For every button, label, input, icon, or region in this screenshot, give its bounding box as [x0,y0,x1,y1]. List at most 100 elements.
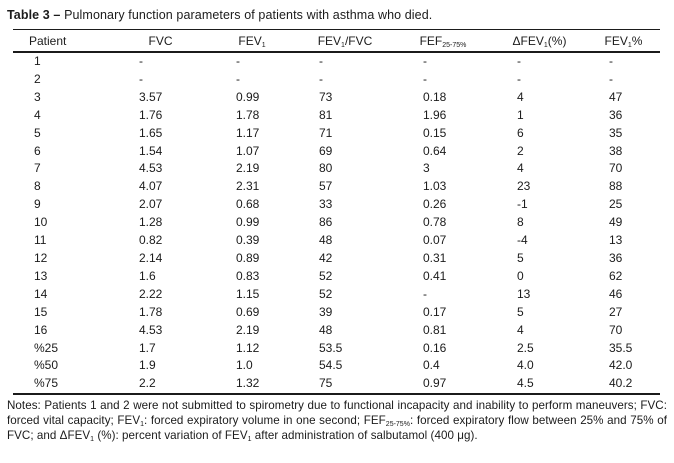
table-title-label: Table 3 – [7,8,61,22]
table-cell: 12 [34,250,48,265]
table-cell: 0.17 [423,304,447,319]
table-cell: - [609,71,613,86]
table-cell: 33 [319,197,333,212]
table-cell: 86 [319,215,333,230]
table-cell: 42 [319,250,333,265]
column-header-delta-fev1: ΔFEV1(%) [492,29,587,53]
table-cell: %50 [34,358,59,373]
table-cell: 13 [609,233,623,248]
column-header-fef25-75: FEF25-75% [394,29,492,53]
table-cell: 88 [609,179,623,194]
table-cell: 1.0 [236,358,253,373]
table-cell: 46 [609,286,623,301]
table-cell: 0.07 [423,233,447,248]
table-cell: 4 [517,322,524,337]
table-cell: %75 [34,376,59,391]
table-cell: 25 [609,197,623,212]
table-cell: 1.7 [139,340,156,355]
table-row: 9 2.07 0.68 33 0.26 -1 25 [13,196,660,214]
table-cell: 1.76 [139,107,163,122]
table-cell: 0.18 [423,89,447,104]
table-cell: 2.14 [139,250,163,265]
table-cell: 1.78 [139,304,163,319]
table-container: Patient FVC FEV1 FEV1/FVC FEF25-75% ΔFEV… [13,29,661,396]
table-cell: 8 [517,215,524,230]
table-row: 14 2.22 1.15 52 - 13 46 [13,286,660,304]
table-cell: 70 [609,161,623,176]
table-cell: - [609,54,613,68]
table-cell: 15 [34,304,48,319]
table-cell: 49 [609,215,623,230]
table-cell: 40.2 [609,376,633,391]
column-header-patient: Patient [13,29,113,53]
table-cell: 4.53 [139,322,163,337]
table-cell: 52 [319,286,333,301]
table-row: %50 1.9 1.0 54.5 0.4 4.0 42.0 [13,357,660,375]
column-header-fev1-fvc: FEV1/FVC [296,29,394,53]
table-cell: 8 [34,179,41,194]
table-cell: 38 [609,143,623,158]
table-cell: - [236,71,240,86]
table-cell: 62 [609,268,623,283]
table-cell: 1.07 [236,143,260,158]
table-cell: 73 [319,89,333,104]
table-cell: - [423,54,427,68]
table-cell: 57 [319,179,333,194]
column-header-fev1-percent: FEV1% [587,29,660,53]
table-cell: 11 [34,233,47,248]
table-cell: 0.26 [423,197,447,212]
table-row: %75 2.2 1.32 75 0.97 4.5 40.2 [13,375,660,394]
table-row: 12 2.14 0.89 42 0.31 5 36 [13,250,660,268]
table-cell: 1.54 [139,143,163,158]
table-title: Table 3 – Pulmonary function parameters … [7,7,668,23]
table-cell: 80 [319,161,333,176]
table-cell: 4.07 [139,179,163,194]
table-cell: 6 [34,143,41,158]
table-cell: 1.12 [236,340,260,355]
table-cell: 1.6 [139,268,156,283]
table-notes: Notes: Patients 1 and 2 were not submitt… [7,399,667,444]
table-cell: 52 [319,268,333,283]
table-row: 2 - - - - - - [13,71,660,89]
table-cell: 4 [517,161,524,176]
table-cell: -4 [517,233,528,248]
table-cell: 27 [609,304,623,319]
table-cell: 2.31 [236,179,260,194]
table-cell: 36 [609,250,623,265]
table-cell: 0.81 [423,322,447,337]
table-cell: - [517,54,521,68]
table-cell: 1.96 [423,107,447,122]
table-cell: %25 [34,340,59,355]
table-cell: - [423,71,427,86]
table-cell: 48 [319,322,333,337]
table-cell: 39 [319,304,333,319]
table-cell: 0.39 [236,233,260,248]
table-cell: 10 [34,215,48,230]
table-row: 3 3.57 0.99 73 0.18 4 47 [13,89,660,107]
table-cell: 16 [34,322,48,337]
table-row: 13 1.6 0.83 52 0.41 0 62 [13,268,660,286]
table-cell: 1.15 [236,286,260,301]
table-cell: 4 [517,89,524,104]
table-cell: 2.5 [517,340,534,355]
table-cell: 1.03 [423,179,447,194]
table-cell: 13 [34,268,48,283]
table-cell: - [423,286,427,301]
table-cell: 0 [517,268,524,283]
table-cell: 35 [609,125,623,140]
table-cell: 5 [517,304,524,319]
table-header-row: Patient FVC FEV1 FEV1/FVC FEF25-75% ΔFEV… [13,29,660,53]
table-cell: 1.9 [139,358,156,373]
table-cell: 23 [517,179,531,194]
table-cell: 0.83 [236,268,260,283]
table-cell: 1.78 [236,107,260,122]
table-cell: 1.28 [139,215,163,230]
table-cell: - [319,71,323,86]
table-cell: 0.69 [236,304,260,319]
table-cell: 53.5 [319,340,343,355]
table-cell: 0.99 [236,215,260,230]
table-cell: 6 [517,125,524,140]
table-cell: 5 [517,250,524,265]
table-row: 6 1.54 1.07 69 0.64 2 38 [13,143,660,161]
table-row: 7 4.53 2.19 80 3 4 70 [13,160,660,178]
